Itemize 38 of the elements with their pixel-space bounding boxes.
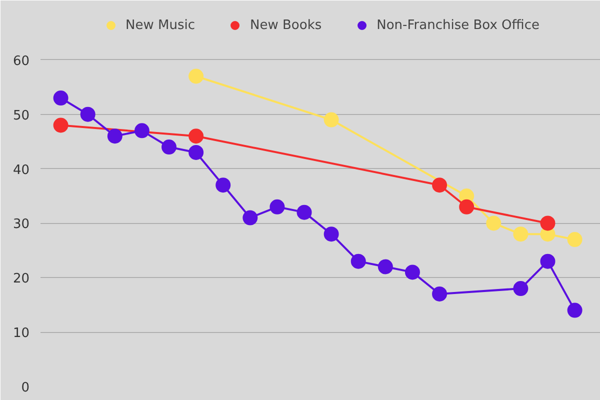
point <box>459 199 474 214</box>
y-tick-label: 10 <box>12 326 30 342</box>
point <box>53 90 68 106</box>
y-tick-label: 50 <box>12 108 30 124</box>
legend-label: New Books <box>250 18 322 32</box>
point <box>567 232 582 248</box>
point <box>242 210 258 226</box>
legend-label: New Music <box>126 18 196 32</box>
point <box>513 281 528 296</box>
point <box>486 216 502 231</box>
point <box>540 216 556 231</box>
point <box>188 144 204 160</box>
legend-label: Non-Franchise Box Office <box>376 18 540 32</box>
point <box>404 264 420 280</box>
point <box>432 286 448 302</box>
point <box>80 106 96 122</box>
y-tick-label: 40 <box>12 162 30 178</box>
point <box>188 68 204 84</box>
point <box>216 178 231 193</box>
point <box>513 226 528 242</box>
point <box>53 118 68 133</box>
y-tick-label: 0 <box>21 380 30 396</box>
point <box>540 254 556 269</box>
y-tick-label: 60 <box>12 54 30 69</box>
point <box>270 199 285 214</box>
y-tick-label: 20 <box>12 272 30 287</box>
point <box>107 128 122 144</box>
point <box>324 112 339 128</box>
y-tick-label: 30 <box>12 217 30 232</box>
point <box>432 178 448 193</box>
point <box>296 204 312 220</box>
point <box>188 128 204 144</box>
point <box>134 123 150 138</box>
point <box>350 254 366 269</box>
point <box>162 140 176 154</box>
point <box>567 302 582 318</box>
point <box>324 226 339 242</box>
point <box>378 259 393 274</box>
